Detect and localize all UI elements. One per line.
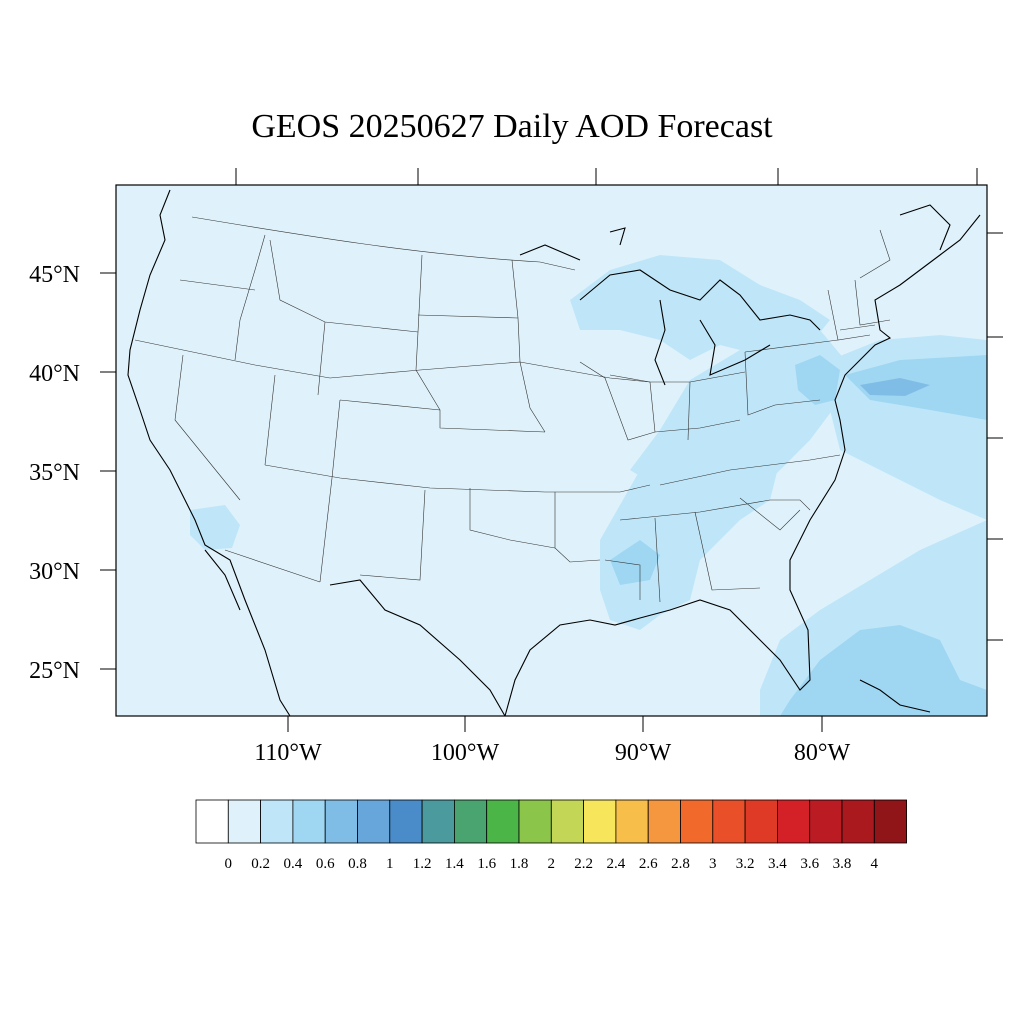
map-frame	[115, 184, 988, 717]
colorbar-level-label: 3.6	[800, 856, 819, 872]
colorbar-level-label: 1.2	[413, 856, 432, 872]
colorbar-swatch	[260, 799, 294, 844]
colorbar-swatch	[195, 799, 229, 844]
colorbar-level-label: 1.8	[510, 856, 529, 872]
colorbar-level-label: 3.4	[768, 856, 787, 872]
colorbar-swatch	[809, 799, 843, 844]
lat-label-45: 45°N	[29, 262, 80, 288]
map-title: GEOS 20250627 Daily AOD Forecast	[251, 108, 773, 145]
colorbar-level-label: 2.2	[574, 856, 593, 872]
latitude-labels: 45°N 40°N 35°N 30°N 25°N	[29, 262, 80, 684]
state-boundaries	[134, 216, 891, 603]
colorbar-swatch	[647, 799, 681, 844]
colorbar-level-label: 4	[871, 856, 879, 872]
aod-region-mid-atlantic	[795, 355, 840, 405]
lon-label-80w: 80°W	[794, 740, 851, 766]
colorbar-level-label: 2.4	[607, 856, 626, 872]
lon-label-110w: 110°W	[254, 740, 322, 766]
colorbar-swatch	[615, 799, 649, 844]
colorbar-swatch	[486, 799, 520, 844]
colorbar-swatch	[680, 799, 714, 844]
map-ticks	[100, 168, 1003, 732]
colorbar-swatch	[777, 799, 811, 844]
colorbar-level-label: 1.4	[445, 856, 464, 872]
colorbar-level-label: 3.2	[736, 856, 755, 872]
coastlines	[127, 189, 981, 716]
colorbar-level-label: 0.2	[251, 856, 270, 872]
colorbar-swatch	[841, 799, 875, 844]
colorbar-swatch	[292, 799, 326, 844]
colorbar-swatch	[744, 799, 778, 844]
aod-region-offshore-core	[860, 378, 930, 396]
colorbar-swatch	[453, 799, 488, 844]
colorbar-level-label: 1	[386, 856, 394, 872]
colorbar-level-label: 0.6	[316, 856, 335, 872]
colorbar-swatch	[389, 799, 423, 844]
aod-region-bahamas	[780, 625, 987, 716]
lat-label-35: 35°N	[29, 460, 80, 486]
colorbar-swatch	[357, 799, 391, 844]
lat-label-25: 25°N	[29, 658, 80, 684]
colorbar-level-label: 1.6	[477, 856, 496, 872]
colorbar-swatch	[227, 799, 262, 844]
colorbar-swatch	[583, 799, 617, 844]
colorbar-swatch	[712, 799, 746, 844]
colorbar-swatch	[873, 799, 907, 844]
colorbar-level-label: 2.8	[671, 856, 690, 872]
lon-label-100w: 100°W	[431, 740, 500, 766]
colorbar-swatch	[324, 799, 358, 844]
aod-colorbar: 0 0.2 0.4 0.6 0.8 1 1.2 1.4 1.6 1.8 2 2.2 2.4 2.6 2.8 3…	[195, 799, 907, 872]
colorbar-swatch	[550, 799, 584, 844]
longitude-labels: 110°W 100°W 90°W 80°W	[254, 740, 850, 766]
lat-label-30: 30°N	[29, 559, 80, 585]
colorbar-level-label: 2	[548, 856, 556, 872]
aod-region-great-lakes	[570, 255, 830, 360]
colorbar-level-label: 3.8	[833, 856, 852, 872]
lat-label-40: 40°N	[29, 361, 80, 387]
aod-region-ohio-valley	[630, 330, 845, 500]
colorbar-swatch	[518, 799, 552, 844]
colorbar-level-label: 0.4	[284, 856, 303, 872]
lon-label-90w: 90°W	[615, 740, 672, 766]
colorbar-level-label: 0	[225, 856, 233, 872]
aod-region-southeast-inner	[610, 540, 660, 585]
aod-region-gulf-coast	[600, 590, 660, 630]
colorbar-swatch	[421, 799, 455, 844]
colorbar-level-label: 3	[709, 856, 717, 872]
colorbar-level-label: 0.8	[348, 856, 367, 872]
colorbar-level-label: 2.6	[639, 856, 658, 872]
